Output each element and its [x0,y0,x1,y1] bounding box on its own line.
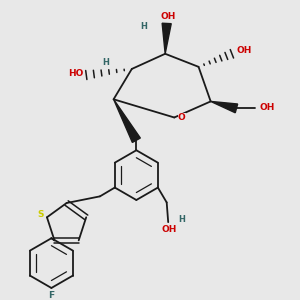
Text: H: H [140,22,147,31]
Polygon shape [211,101,238,113]
Text: H: H [103,58,110,68]
Text: F: F [48,291,55,300]
Text: OH: OH [161,225,177,234]
Text: OH: OH [236,46,252,55]
Text: OH: OH [259,103,274,112]
Polygon shape [162,23,171,54]
Polygon shape [114,99,140,142]
Text: OH: OH [160,12,176,21]
Text: S: S [37,210,44,219]
Text: H: H [178,214,185,224]
Text: HO: HO [68,69,83,78]
Text: O: O [178,113,186,122]
